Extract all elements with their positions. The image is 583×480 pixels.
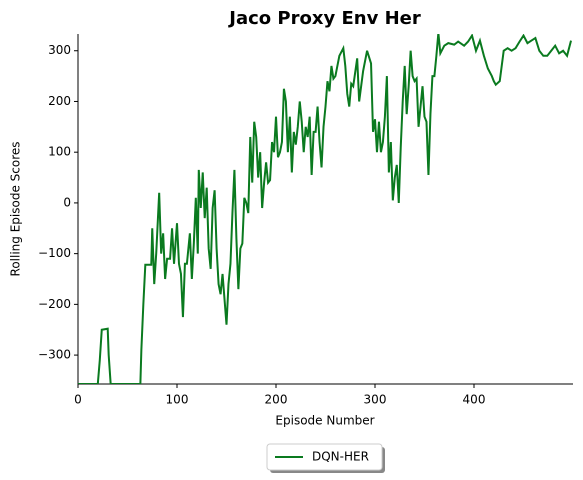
chart-title: Jaco Proxy Env Her	[227, 8, 421, 29]
legend-label: DQN-HER	[312, 450, 369, 464]
y-tick-label: −200	[38, 297, 71, 311]
line-series	[78, 34, 572, 384]
legend-box	[266, 443, 383, 471]
y-tick-label: 0	[63, 195, 71, 209]
x-tick-label: 100	[166, 393, 189, 407]
y-tick-label: −300	[38, 348, 71, 362]
y-tick-label: −100	[38, 246, 71, 260]
y-tick-label: 300	[48, 43, 71, 57]
x-tick-label: 400	[463, 393, 486, 407]
y-axis-label: Rolling Episode Scores	[9, 142, 23, 277]
x-tick-label: 300	[364, 393, 387, 407]
x-tick-label: 0	[74, 393, 82, 407]
x-axis-label: Episode Number	[275, 414, 374, 428]
x-tick-label: 200	[265, 393, 288, 407]
y-tick-label: 200	[48, 94, 71, 108]
legend: DQN-HER	[266, 443, 385, 473]
y-tick-label: 100	[48, 145, 71, 159]
